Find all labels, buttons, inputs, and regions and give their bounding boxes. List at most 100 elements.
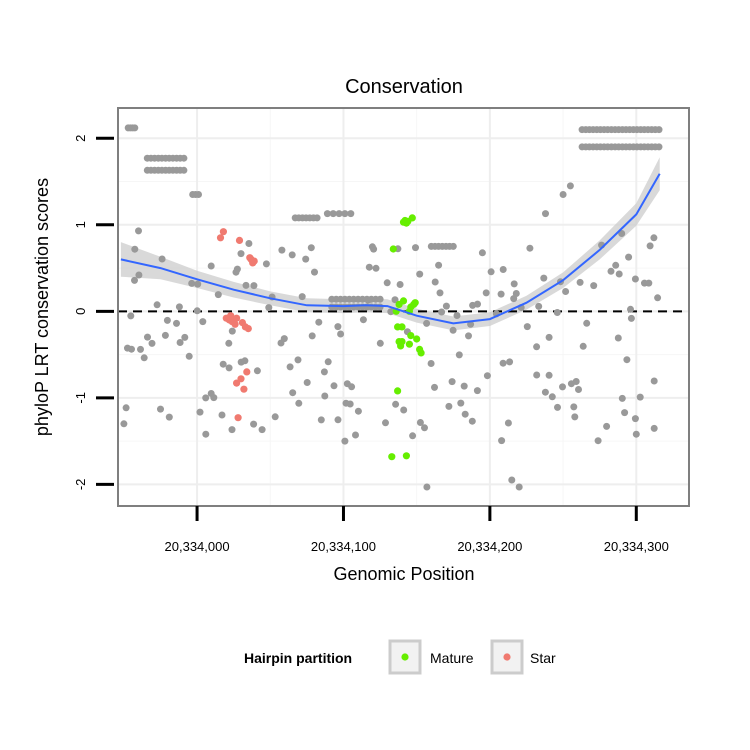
point-other bbox=[631, 275, 639, 283]
point-other bbox=[158, 255, 166, 263]
point-other bbox=[423, 319, 431, 327]
point-other bbox=[347, 210, 355, 218]
point-other bbox=[359, 316, 367, 324]
point-other bbox=[387, 308, 395, 316]
y-tick-label: -2 bbox=[73, 479, 88, 491]
legend: Hairpin partition Mature Star bbox=[244, 639, 556, 675]
point-other bbox=[650, 377, 658, 385]
point-other bbox=[535, 302, 543, 310]
point-other bbox=[570, 403, 578, 411]
point-other bbox=[468, 417, 476, 425]
point-other bbox=[334, 323, 342, 331]
point-other bbox=[131, 245, 139, 253]
point-star bbox=[219, 228, 227, 236]
point-other bbox=[506, 358, 514, 366]
point-other bbox=[302, 255, 310, 263]
point-other bbox=[631, 415, 639, 423]
point-other bbox=[320, 368, 328, 376]
point-other bbox=[572, 378, 580, 385]
point-other bbox=[341, 437, 349, 445]
point-other bbox=[553, 309, 561, 316]
point-other bbox=[526, 244, 534, 252]
point-other bbox=[504, 419, 512, 427]
point-other bbox=[315, 318, 323, 326]
point-other bbox=[473, 387, 481, 395]
point-other bbox=[370, 245, 378, 253]
point-other bbox=[583, 319, 591, 327]
point-other bbox=[135, 271, 143, 279]
point-other bbox=[265, 304, 273, 312]
point-other bbox=[391, 296, 399, 304]
point-other bbox=[321, 392, 329, 400]
point-other bbox=[423, 483, 431, 491]
point-other bbox=[175, 303, 183, 311]
point-other bbox=[554, 403, 561, 411]
point-star bbox=[233, 379, 241, 387]
point-other bbox=[376, 339, 384, 347]
point-other bbox=[576, 278, 584, 286]
x-axis-label: Genomic Position bbox=[333, 564, 474, 584]
point-other bbox=[153, 301, 161, 309]
point-star bbox=[233, 314, 241, 322]
point-other bbox=[431, 383, 438, 391]
point-other bbox=[499, 266, 507, 273]
point-mature bbox=[398, 338, 406, 346]
x-tick-label: 20,334,000 bbox=[165, 539, 230, 554]
point-other bbox=[237, 250, 245, 258]
point-other bbox=[645, 279, 653, 287]
point-other bbox=[412, 244, 419, 252]
point-other bbox=[508, 476, 516, 484]
point-other bbox=[646, 242, 654, 250]
point-other bbox=[623, 356, 631, 364]
point-other bbox=[540, 274, 548, 282]
point-other bbox=[457, 399, 465, 407]
point-other bbox=[436, 289, 444, 297]
point-other bbox=[396, 281, 404, 288]
chart-title: Conservation bbox=[345, 76, 463, 98]
point-other bbox=[382, 419, 389, 427]
y-tick-label: -1 bbox=[73, 392, 88, 404]
point-other bbox=[523, 323, 531, 331]
point-other bbox=[341, 210, 349, 218]
point-other bbox=[590, 282, 598, 290]
legend-dot-mature bbox=[401, 653, 409, 661]
point-other bbox=[453, 312, 461, 319]
point-star bbox=[246, 254, 254, 262]
point-other bbox=[400, 406, 408, 414]
point-other bbox=[448, 378, 456, 386]
point-star bbox=[237, 375, 245, 383]
point-other bbox=[185, 352, 193, 360]
point-star bbox=[243, 368, 251, 376]
point-other bbox=[482, 289, 490, 297]
point-other bbox=[214, 291, 222, 299]
point-other bbox=[365, 263, 373, 271]
point-other bbox=[372, 264, 380, 272]
point-other bbox=[180, 166, 188, 174]
point-other bbox=[449, 326, 457, 334]
point-other bbox=[460, 382, 468, 390]
point-other bbox=[271, 413, 279, 421]
point-other bbox=[515, 483, 523, 491]
point-other bbox=[140, 354, 148, 362]
point-other bbox=[289, 389, 297, 397]
point-other bbox=[478, 249, 486, 257]
point-other bbox=[323, 210, 331, 218]
point-star bbox=[216, 234, 225, 242]
legend-dot-star bbox=[503, 653, 511, 661]
point-other bbox=[228, 426, 236, 434]
point-other bbox=[262, 260, 270, 268]
x-tick-label: 20,334,100 bbox=[311, 539, 376, 554]
point-other bbox=[278, 246, 286, 254]
point-other bbox=[498, 437, 506, 445]
point-other bbox=[571, 413, 579, 421]
point-other bbox=[487, 268, 495, 276]
point-other bbox=[176, 339, 184, 346]
point-other bbox=[120, 420, 128, 428]
point-other bbox=[392, 400, 400, 408]
point-other bbox=[196, 408, 204, 416]
point-other bbox=[566, 182, 574, 190]
point-other bbox=[559, 191, 567, 198]
point-mature bbox=[408, 214, 416, 222]
point-other bbox=[202, 430, 210, 438]
